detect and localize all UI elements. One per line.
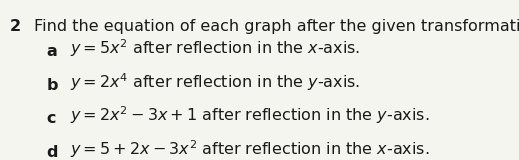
Text: d: d [47,145,58,160]
Text: Find the equation of each graph after the given transformation.: Find the equation of each graph after th… [34,19,519,34]
Text: $y = 2x^2 - 3x + 1$ after reflection in the $y$-axis.: $y = 2x^2 - 3x + 1$ after reflection in … [70,105,430,126]
Text: $y = 5x^2$ after reflection in the $x$-axis.: $y = 5x^2$ after reflection in the $x$-a… [70,37,360,59]
Text: $y = 2x^4$ after reflection in the $y$-axis.: $y = 2x^4$ after reflection in the $y$-a… [70,71,360,93]
Text: c: c [47,111,56,126]
Text: b: b [47,78,58,93]
Text: $y = 5 + 2x - 3x^2$ after reflection in the $x$-axis.: $y = 5 + 2x - 3x^2$ after reflection in … [70,138,430,160]
Text: 2: 2 [9,19,20,34]
Text: a: a [47,44,58,59]
